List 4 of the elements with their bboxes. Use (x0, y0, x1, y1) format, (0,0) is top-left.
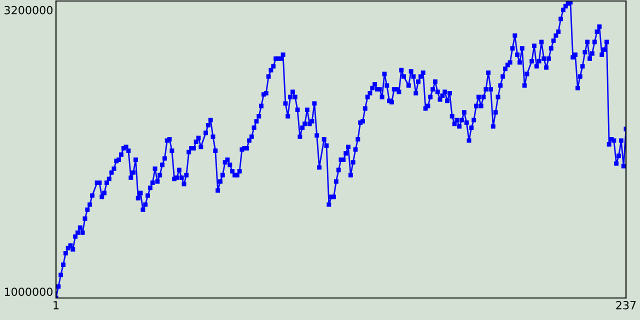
y-tick-label: 1000000 (4, 288, 52, 296)
x-tick-label: 1 (54, 301, 59, 310)
y-tick-label: 3200000 (4, 6, 52, 14)
x-tick-label: 237 (616, 300, 636, 310)
